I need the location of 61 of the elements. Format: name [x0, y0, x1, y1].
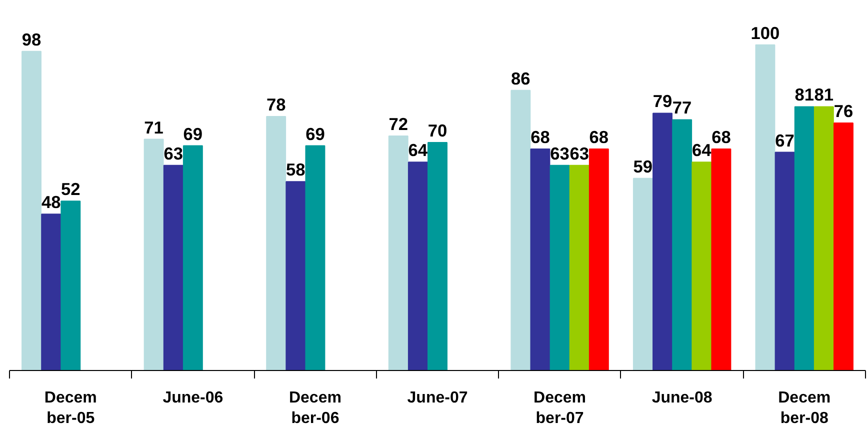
bar [711, 148, 732, 370]
bar [550, 164, 570, 370]
bar [388, 136, 408, 370]
x-tick-label: December-05 [44, 390, 97, 427]
data-label: 78 [266, 94, 286, 114]
data-label: 86 [511, 68, 531, 88]
x-tick-label: December-07 [534, 390, 586, 427]
data-label: 100 [750, 22, 780, 43]
data-label: 63 [550, 143, 570, 164]
bar [428, 142, 448, 370]
bar [569, 164, 590, 370]
bar [588, 148, 609, 370]
bar [672, 119, 692, 370]
x-tick-label: June-08 [652, 390, 712, 406]
bar [755, 44, 776, 370]
data-label: 76 [834, 100, 854, 121]
bar [652, 112, 672, 370]
data-label: 63 [164, 143, 184, 164]
data-label: 79 [652, 91, 672, 112]
data-label: 98 [22, 29, 42, 50]
bar [266, 116, 286, 370]
data-label: 68 [712, 127, 732, 148]
data-label: 72 [388, 114, 408, 134]
bar [408, 162, 428, 370]
data-label: 70 [428, 120, 448, 141]
bar [530, 148, 550, 370]
bar [814, 106, 834, 370]
data-label: 64 [692, 140, 712, 160]
bar [144, 138, 164, 370]
data-label: 77 [672, 98, 692, 118]
bar [692, 162, 712, 370]
x-tick-label: December-08 [778, 390, 831, 427]
bar [834, 122, 854, 370]
data-label: 81 [814, 84, 834, 105]
bar [632, 178, 653, 370]
data-label: 67 [775, 130, 794, 150]
bar [774, 152, 795, 370]
bar [41, 214, 62, 370]
bar [794, 106, 814, 370]
bar [182, 145, 203, 370]
data-label: 59 [633, 156, 653, 176]
data-label: 68 [530, 127, 550, 148]
bar [286, 181, 306, 370]
data-label: 69 [306, 124, 325, 144]
data-label: 63 [570, 143, 590, 164]
bar [163, 164, 184, 370]
bar [60, 200, 81, 370]
x-tick-label: June-07 [407, 390, 468, 406]
x-tick-label: December-06 [288, 390, 342, 427]
data-label: 69 [183, 124, 203, 144]
bar [22, 50, 42, 370]
data-label: 52 [61, 179, 80, 200]
data-label: 58 [286, 160, 306, 180]
data-label: 64 [408, 140, 428, 160]
data-label: 81 [794, 84, 814, 105]
x-tick-label: June-06 [162, 390, 224, 406]
bar [510, 90, 531, 370]
data-label: 48 [41, 192, 62, 212]
bar [305, 145, 326, 370]
data-label: 71 [144, 117, 164, 138]
data-label: 68 [589, 127, 609, 148]
